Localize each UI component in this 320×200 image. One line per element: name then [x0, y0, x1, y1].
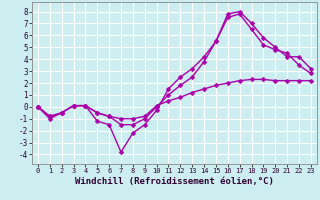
X-axis label: Windchill (Refroidissement éolien,°C): Windchill (Refroidissement éolien,°C) [75, 177, 274, 186]
